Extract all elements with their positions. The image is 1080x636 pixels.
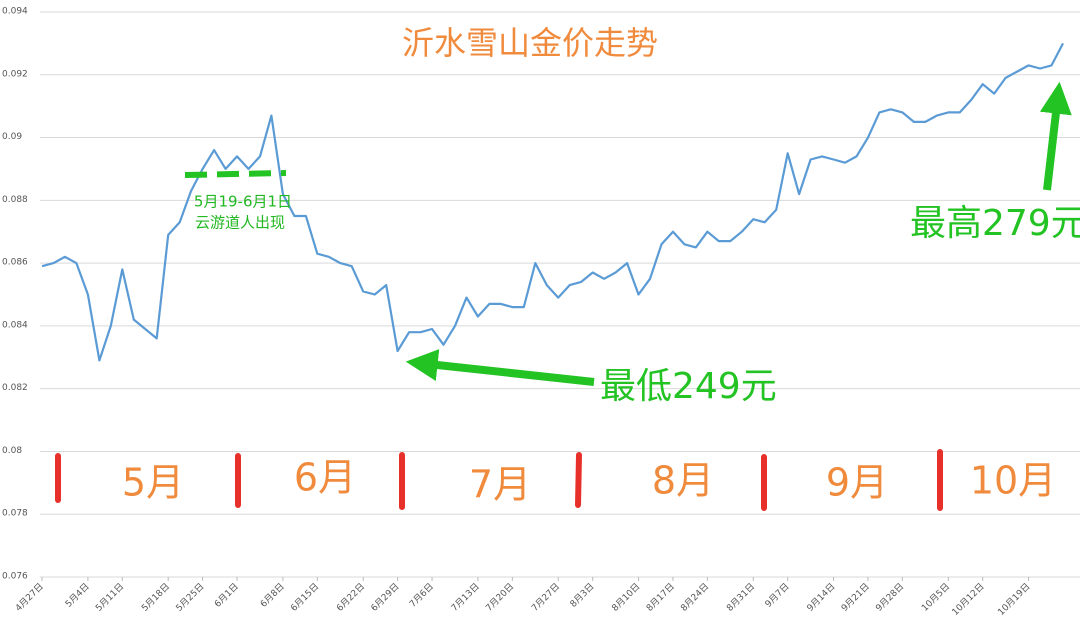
month-label: 6月 [294,456,356,500]
y-tick-label: 0.084 [2,320,28,330]
y-tick-label: 0.076 [2,572,28,582]
y-tick-label: 0.08 [2,446,22,456]
y-tick-label: 0.078 [2,509,28,519]
y-tick-label: 0.086 [2,258,28,268]
chart-title: 沂水雪山金价走势 [402,24,658,62]
month-label: 9月 [826,461,888,505]
month-dividers [55,449,943,511]
y-tick-label: 0.082 [2,383,28,393]
month-divider [575,452,582,508]
y-tick-label: 0.088 [2,195,28,205]
month-label: 7月 [469,463,531,507]
y-tick-label: 0.094 [2,7,28,17]
low-arrow [405,349,595,386]
month-labels: 5月 6月 7月 8月 9月 10月 [122,456,1056,507]
period-marker [184,170,287,178]
month-label: 8月 [652,459,714,503]
low-note: 最低249元 [600,366,777,407]
month-label: 5月 [122,461,184,505]
y-tick-label: 0.092 [2,69,28,79]
price-line [41,42,1064,362]
high-arrow [1039,81,1072,191]
y-tick-label: 0.09 [2,132,22,142]
period-note: 5月19-6月1日 [194,193,292,211]
high-note: 最高279元 [910,203,1080,244]
month-label: 10月 [970,459,1056,503]
period-note: 云游道人出现 [195,214,285,232]
plot-area [41,42,1064,362]
